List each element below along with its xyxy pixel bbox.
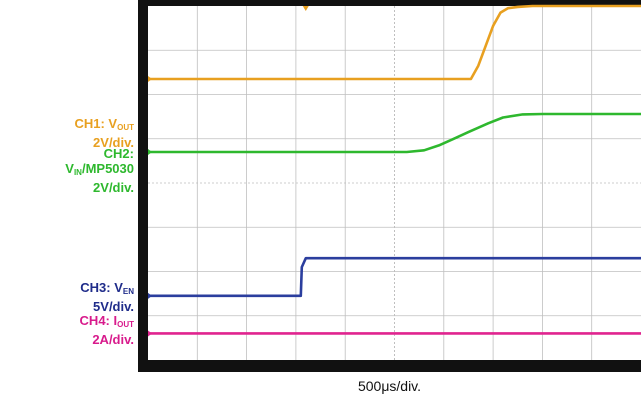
trace-ch2 [148,112,641,154]
marker-ch4 [148,330,152,337]
channel-markers [148,6,309,337]
scope-display [138,0,641,372]
trace-ch3 [148,256,641,298]
marker-ch2 [148,149,152,156]
time-base-label: 500μs/div. [357,378,422,394]
ch2-label: CH2: VIN/MP5030 2V/div. [65,146,134,195]
ch4-scale: 2A/div. [92,332,134,347]
ch1-name: CH1: VOUT [74,116,134,132]
ch1-label: CH1: VOUT 2V/div. [74,116,134,150]
marker-ch3 [148,292,152,299]
ch1-scale: 2V/div. [93,135,134,150]
grid [148,6,641,360]
ch3-scale: 5V/div. [93,299,134,314]
trigger-position-marker [302,6,309,11]
ch2-scale: 2V/div. [93,180,134,195]
marker-ch1 [148,76,152,83]
traces [148,4,641,335]
ch4-label: CH4: IOUT 2A/div. [80,313,134,347]
ch4-name: CH4: IOUT [79,313,134,329]
scope-plot [148,4,641,360]
ch2-name: CH2: [103,146,134,161]
ch2-signal: VIN/MP5030 [65,161,134,177]
ch3-label: CH3: VEN 5V/div. [80,280,134,314]
trace-ch1 [148,4,641,81]
ch3-name: CH3: VEN [80,280,134,296]
